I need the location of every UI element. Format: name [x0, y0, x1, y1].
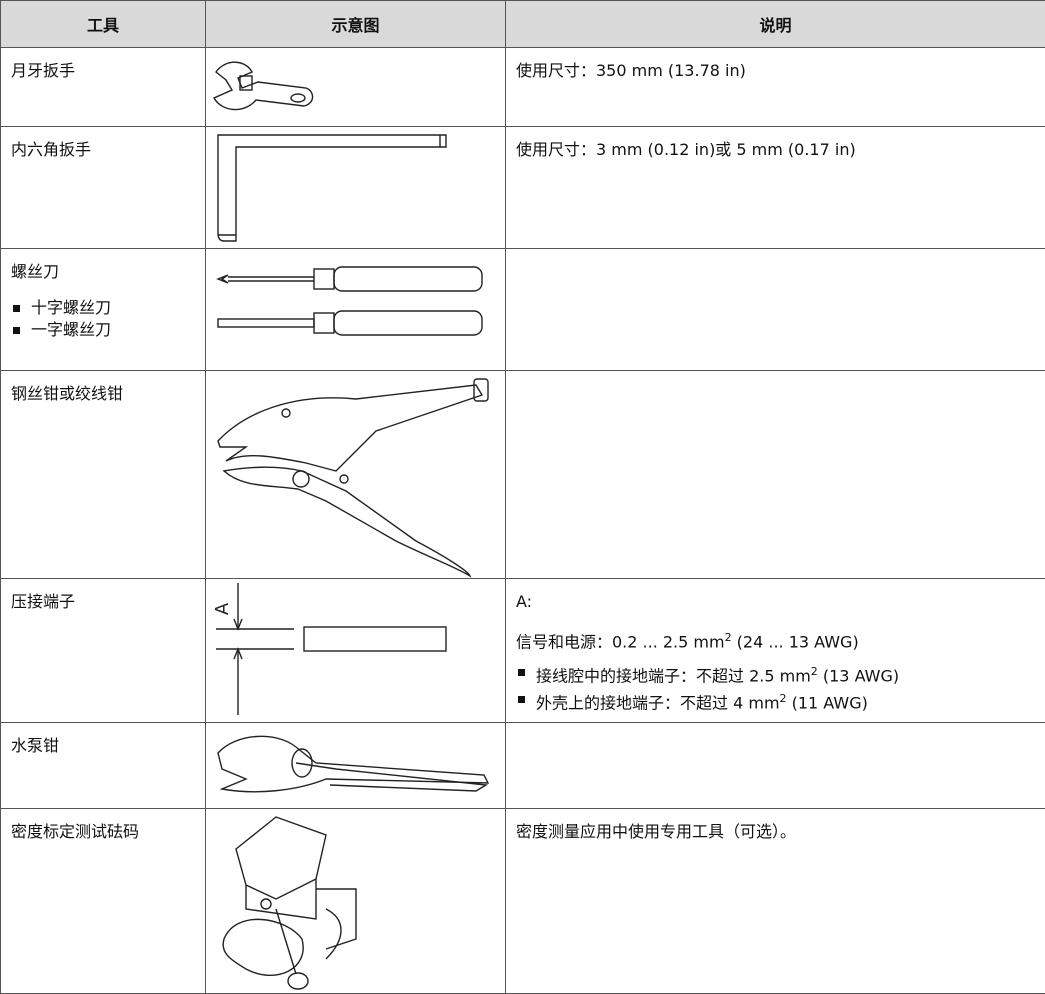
- figure-shape: [340, 475, 348, 483]
- description: 使用尺寸：350 mm (13.78 in): [516, 60, 1035, 82]
- figure-shape: [218, 385, 482, 471]
- figure-cell: [206, 48, 506, 127]
- text: 外壳上的接地端子：不超过 4 mm: [536, 693, 780, 712]
- figure-shape: [223, 919, 303, 975]
- description: 使用尺寸：3 mm (0.12 in)或 5 mm (0.17 in): [516, 139, 1035, 161]
- text: (13 AWG): [818, 667, 899, 686]
- description-cell: [506, 722, 1045, 808]
- header-row: 工具 示意图 说明: [1, 1, 1045, 48]
- description-item: 外壳上的接地端子：不超过 4 mm2 (11 AWG): [516, 688, 1035, 714]
- tool-name: 内六角扳手: [11, 139, 195, 161]
- screwdriver-figure: [206, 249, 506, 370]
- figure-shape: [314, 269, 334, 289]
- figure-shape: [334, 311, 482, 335]
- table-row: 内六角扳手 使用尺寸：3 mm (0.12 in)或 5 mm (0.17 in…: [1, 127, 1045, 249]
- header-cell: 示意图: [206, 1, 506, 48]
- figure-shape: [326, 909, 341, 959]
- text: 接线腔中的接地端子：不超过 2.5 mm: [536, 667, 811, 686]
- test-weight-figure: [206, 809, 506, 993]
- description-cell: 密度测量应用中使用专用工具（可选）。: [506, 808, 1045, 993]
- figure-shape: [292, 749, 312, 777]
- tool-item: 十字螺丝刀: [11, 297, 195, 319]
- figure-shape: [316, 889, 356, 949]
- tool-cell: 钢丝钳或绞线钳: [1, 371, 206, 579]
- superscript: 2: [725, 631, 732, 644]
- figure-shape: [334, 267, 482, 291]
- figure-shape: [218, 319, 314, 327]
- table-row: 月牙扳手 使用尺寸：350 mm (13.78 in): [1, 48, 1045, 127]
- description: A:: [516, 591, 1035, 613]
- hex-key-figure: [206, 127, 506, 248]
- figure-shape: [282, 409, 290, 417]
- figure-cell: [206, 249, 506, 371]
- description-cell: A:信号和电源：0.2 ... 2.5 mm2 (24 ... 13 AWG)接…: [506, 579, 1045, 723]
- tool-cell: 月牙扳手: [1, 48, 206, 127]
- description: 信号和电源：0.2 ... 2.5 mm2 (24 ... 13 AWG): [516, 627, 1035, 653]
- header-cell: 说明: [506, 1, 1045, 48]
- figure-shape: [218, 275, 228, 283]
- figure-cell: [206, 722, 506, 808]
- tool-name: 压接端子: [11, 591, 195, 613]
- figure-shape: [296, 763, 486, 791]
- description-item: 接线腔中的接地端子：不超过 2.5 mm2 (13 AWG): [516, 661, 1035, 687]
- figure-cell: [206, 371, 506, 579]
- table-row: 密度标定测试砝码 密度测量应用中使用专用工具（可选）。: [1, 808, 1045, 993]
- figure-shape: [276, 909, 296, 974]
- description-cell: [506, 371, 1045, 579]
- text: (24 ... 13 AWG): [732, 632, 859, 651]
- table-row: 螺丝刀十字螺丝刀一字螺丝刀: [1, 249, 1045, 371]
- pliers-figure: [206, 371, 506, 578]
- crimp-figure: A: [206, 579, 506, 720]
- tool-item: 一字螺丝刀: [11, 319, 195, 341]
- description-cell: 使用尺寸：3 mm (0.12 in)或 5 mm (0.17 in): [506, 127, 1045, 249]
- superscript: 2: [780, 692, 787, 705]
- figure-shape: [291, 94, 305, 102]
- figure-shape: [314, 313, 334, 333]
- tool-list: 十字螺丝刀一字螺丝刀: [11, 297, 195, 341]
- table-row: 水泵钳: [1, 722, 1045, 808]
- wrench-figure: [206, 48, 506, 126]
- figure-cell: A: [206, 579, 506, 723]
- figure-shape: [261, 899, 271, 909]
- table-row: 钢丝钳或绞线钳: [1, 371, 1045, 579]
- text: 密度测量应用中使用专用工具（可选）。: [516, 822, 796, 841]
- figure-shape: [304, 627, 446, 651]
- text: (11 AWG): [787, 693, 868, 712]
- text: 使用尺寸：350 mm (13.78 in): [516, 61, 746, 80]
- figure-cell: [206, 127, 506, 249]
- figure-shape: [288, 973, 308, 989]
- tool-cell: 螺丝刀十字螺丝刀一字螺丝刀: [1, 249, 206, 371]
- figure-shape: [218, 135, 446, 241]
- description-list: 接线腔中的接地端子：不超过 2.5 mm2 (13 AWG)外壳上的接地端子：不…: [516, 661, 1035, 714]
- figure-shape: [236, 817, 326, 899]
- table-body: 月牙扳手 使用尺寸：350 mm (13.78 in)内六角扳手 使用尺寸：3 …: [1, 48, 1045, 994]
- figure-shape: [293, 471, 309, 487]
- text: 信号和电源：0.2 ... 2.5 mm: [516, 632, 725, 651]
- tool-cell: 内六角扳手: [1, 127, 206, 249]
- figure-cell: [206, 808, 506, 993]
- superscript: 2: [811, 665, 818, 678]
- figure-shape: [218, 736, 488, 791]
- tool-cell: 水泵钳: [1, 722, 206, 808]
- tool-name: 螺丝刀: [11, 261, 195, 283]
- description-cell: [506, 249, 1045, 371]
- tool-cell: 压接端子: [1, 579, 206, 723]
- figure-shape: [224, 467, 470, 576]
- header-cell: 工具: [1, 1, 206, 48]
- tool-name: 水泵钳: [11, 735, 195, 757]
- tool-cell: 密度标定测试砝码: [1, 808, 206, 993]
- tool-name: 密度标定测试砝码: [11, 821, 195, 843]
- tool-name: 钢丝钳或绞线钳: [11, 383, 195, 405]
- description-cell: 使用尺寸：350 mm (13.78 in): [506, 48, 1045, 127]
- tool-name: 月牙扳手: [11, 60, 195, 82]
- description: 密度测量应用中使用专用工具（可选）。: [516, 821, 1035, 843]
- pump-pliers-figure: [206, 723, 506, 808]
- text: A:: [516, 592, 532, 611]
- text: 使用尺寸：3 mm (0.12 in)或 5 mm (0.17 in): [516, 140, 856, 159]
- figure-label: A: [212, 602, 233, 615]
